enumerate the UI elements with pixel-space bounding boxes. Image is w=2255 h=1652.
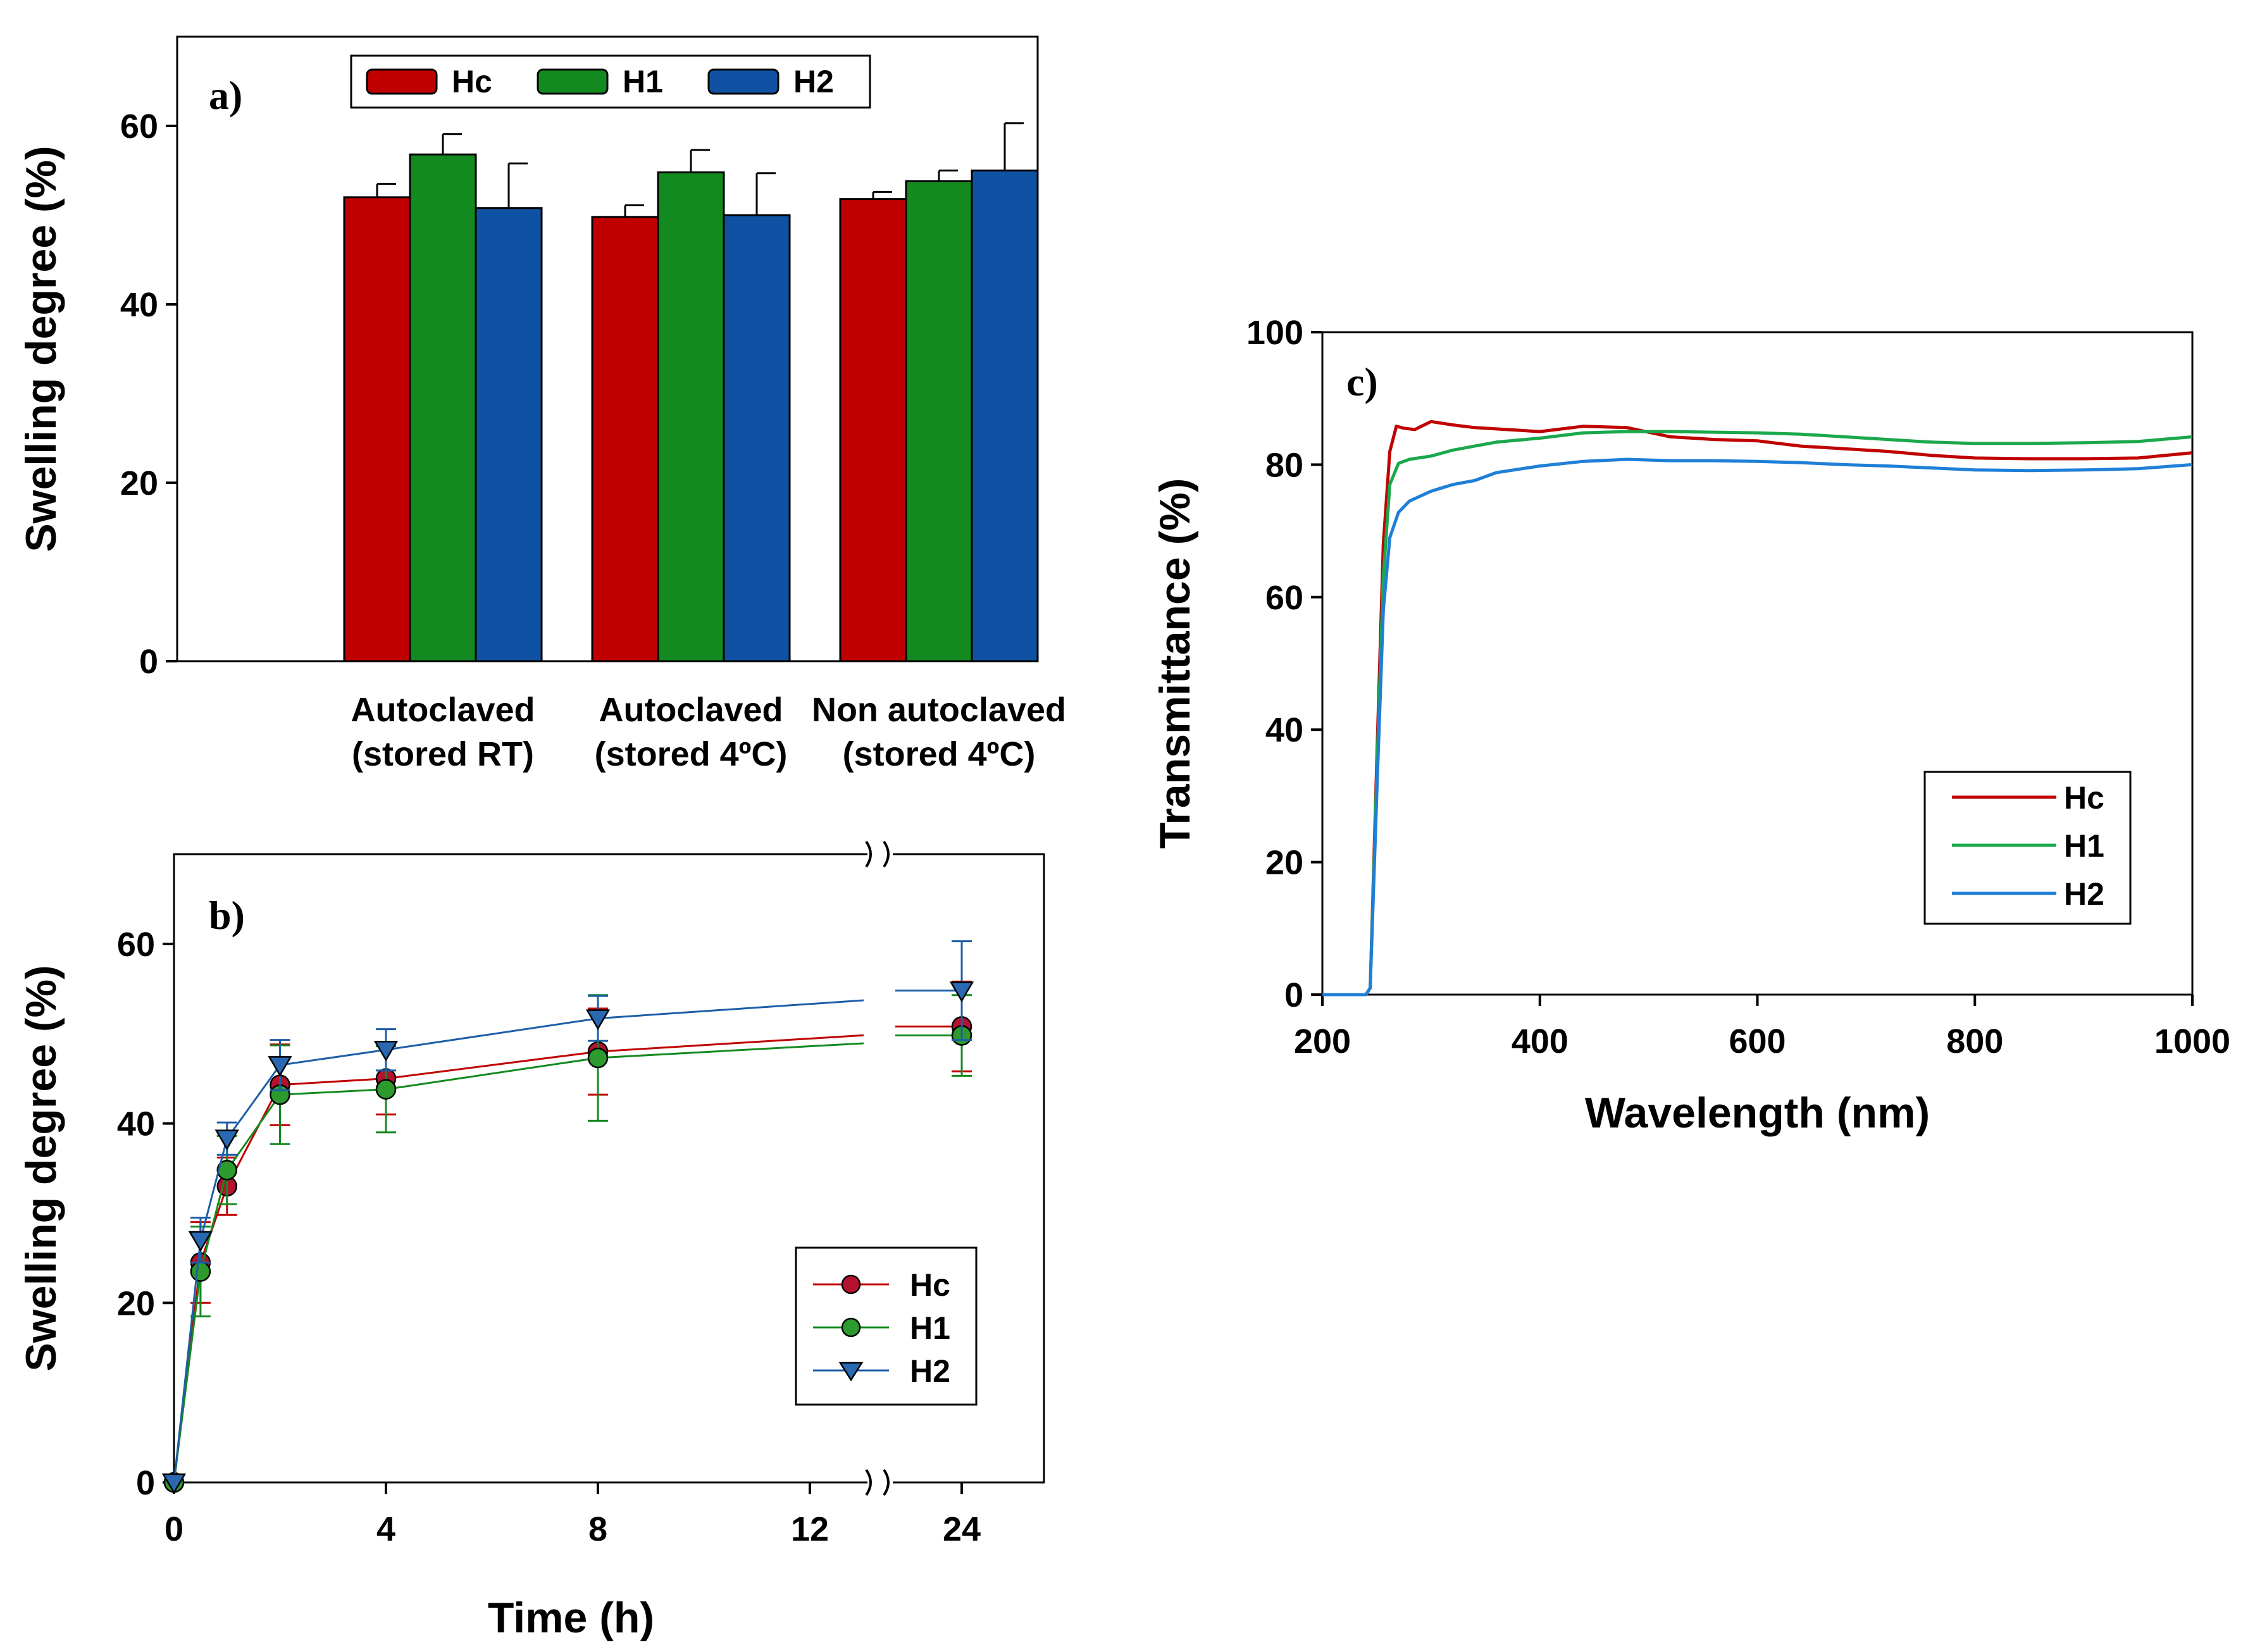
b-point-H1-5 [587,1047,609,1069]
bar-H2-0 [475,207,543,662]
c-ytick-5-label: 100 [1246,314,1303,352]
panel-a-bar-chart: a) 0 20 40 60 Swelling degree (%) Autoclaved (s… [17,35,1066,773]
c-xtick-4-label: 1000 [2154,1022,2230,1060]
b-legend-label-H2: H2 [910,1353,950,1389]
c-legend-label-Hc: Hc [2064,780,2104,816]
panel-b-label: b) [209,893,245,938]
c-ytick-0-label: 0 [1284,976,1303,1014]
c-ytick-2-label: 40 [1265,711,1303,749]
a-ytick-1-label: 20 [120,464,158,502]
bar-Hc-2 [839,198,907,662]
b-point-H2-3 [268,1056,292,1077]
b-legend-box [795,1246,978,1406]
b-point-H2-1 [188,1231,213,1252]
b-line-H2 [173,999,864,1483]
bar-Hc-0 [343,196,411,662]
b-ytick-0-label: 0 [136,1464,155,1502]
a-ytick-3-label: 60 [120,108,158,146]
b-point-H2-6 [949,981,974,1003]
b-point-H1-1 [190,1261,211,1282]
a-category-2-line-1: (stored 4ºC) [843,735,1036,773]
a-category-2-line-0: Non autoclaved [812,691,1066,729]
c-line-Hc [1322,419,2193,997]
b-point-H2-2 [214,1129,239,1151]
a-legend-swatch-Hc [366,68,438,95]
c-ytick-1-label: 20 [1265,844,1303,882]
bar-H2-1 [723,214,791,662]
bar-H2-2 [971,170,1039,662]
bar-H1-2 [905,180,973,662]
a-category-1-line-0: Autoclaved [599,691,783,729]
b-y-axis-title: Swelling degree (%) [17,965,65,1371]
panel-a-label: a) [209,73,242,118]
a-legend-label-H1: H1 [623,64,663,99]
b-legend-marker-Hc [841,1274,861,1295]
b-x-axis-title: Time (h) [488,1594,654,1642]
b-xtick-1-label: 4 [376,1510,395,1548]
b-xtick-3-label: 12 [791,1510,829,1548]
a-legend-label-H2: H2 [793,64,834,99]
a-legend-box [350,54,871,109]
b-line-H1 [173,1042,864,1483]
b-xtick-4-label: 24 [943,1510,981,1548]
b-point-H2-0 [161,1473,187,1494]
bar-H1-1 [657,171,725,662]
c-xtick-1-label: 400 [1512,1022,1569,1060]
b-point-H2-5 [585,1009,611,1031]
a-legend-swatch-H2 [707,68,780,95]
b-xtick-2-label: 8 [588,1510,607,1548]
panel-c-label: c) [1346,359,1378,404]
c-xtick-2-label: 600 [1729,1022,1786,1060]
b-point-H1-2 [216,1160,237,1181]
panel-c-transmittance-chart: c) 0 20 40 60 80 100 200 400 600 800 1000 Transmitta… [1151,314,2230,1137]
b-ytick-1-label: 20 [117,1284,155,1322]
a-y-axis-title: Swelling degree (%) [17,146,65,552]
b-axis-break-mark-0b [883,840,890,868]
b-axis-break-mark-1b [883,1469,890,1496]
c-xtick-0-label: 200 [1294,1022,1351,1060]
c-ytick-4-label: 80 [1265,446,1303,484]
b-legend-label-Hc: Hc [910,1267,950,1303]
b-legend-marker-H1 [841,1317,861,1338]
a-legend-label-Hc: Hc [452,64,492,99]
b-ytick-2-label: 40 [117,1105,155,1143]
b-point-H2-4 [373,1040,399,1062]
c-line-H1 [1322,430,2193,997]
a-legend-swatch-H1 [537,68,609,95]
c-line-H2 [1322,457,2193,997]
c-legend-label-H1: H1 [2064,828,2104,864]
a-category-0-line-0: Autoclaved [351,691,535,729]
plot-b-frame [173,853,1045,1484]
b-legend-label-H1: H1 [910,1310,950,1346]
c-ytick-3-label: 60 [1265,579,1303,617]
panel-b-line-chart: b) 0 20 40 60 0 4 8 12 24 Swelling degree (%) Time … [17,840,1045,1642]
bar-Hc-1 [591,216,659,662]
b-axis-break-mark-1a [865,1469,872,1496]
c-x-axis-title: Wavelength (nm) [1585,1089,1930,1137]
bar-H1-0 [409,153,477,662]
c-legend-label-H2: H2 [2064,876,2104,912]
a-category-1-line-1: (stored 4ºC) [595,735,788,773]
c-xtick-3-label: 800 [1946,1022,2003,1060]
b-point-H1-4 [375,1079,397,1100]
a-ytick-2-label: 40 [120,286,158,324]
b-legend-marker-H2 [838,1362,864,1382]
a-category-0-line-1: (stored RT) [352,735,534,773]
c-y-axis-title: Transmittance (%) [1151,478,1199,849]
a-ytick-0-label: 0 [139,643,158,681]
b-ytick-3-label: 60 [117,926,155,964]
b-axis-break-mark-0a [865,840,872,868]
b-xtick-0-label: 0 [165,1510,183,1548]
